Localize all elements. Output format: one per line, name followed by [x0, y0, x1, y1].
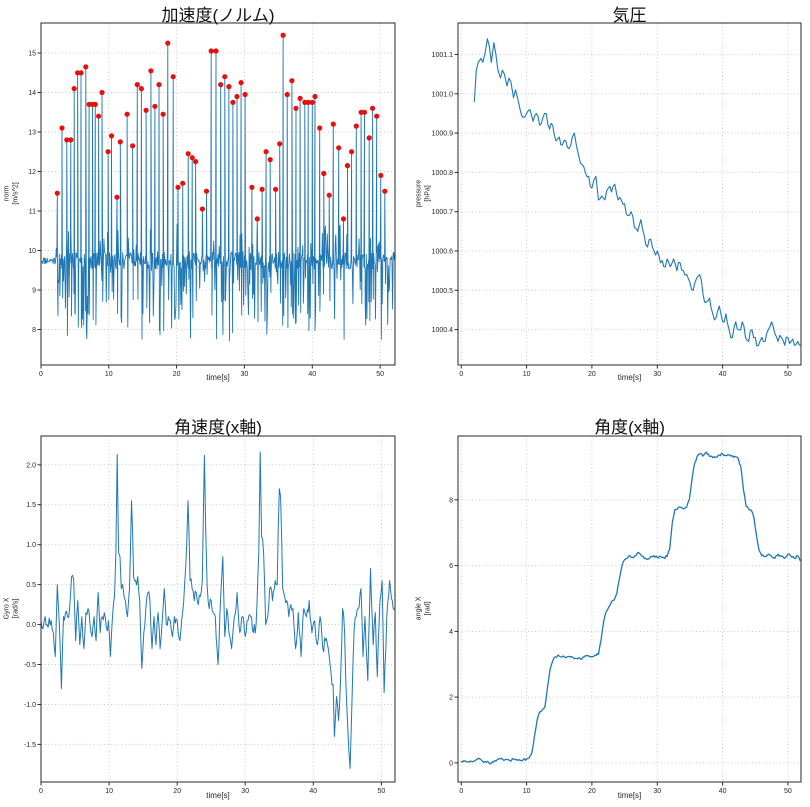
- svg-text:12: 12: [28, 169, 36, 176]
- chart-title-gyro: 角速度(x軸): [174, 418, 262, 437]
- svg-text:10: 10: [523, 788, 531, 795]
- svg-text:0: 0: [39, 788, 43, 795]
- svg-text:1.0: 1.0: [26, 542, 36, 549]
- chart-title-angle: 角度(x軸): [594, 418, 665, 437]
- svg-text:8: 8: [32, 327, 36, 334]
- chart-pressure: 0 10 20 30 40 50 1000.4 1000.5 1000.6 1000.7 1000.…: [405, 0, 810, 404]
- svg-text:30: 30: [653, 788, 661, 795]
- svg-text:10: 10: [28, 248, 36, 255]
- svg-text:1000.8: 1000.8: [432, 170, 454, 177]
- svg-text:15: 15: [28, 51, 36, 58]
- svg-text:1000.7: 1000.7: [432, 209, 454, 216]
- svg-text:8: 8: [449, 497, 453, 504]
- svg-text:10: 10: [523, 371, 531, 378]
- svg-text:30: 30: [241, 371, 249, 378]
- plot-area-accel: 0 10 20 30 40 50 8 9 10 11 12 13 14 15: [28, 22, 396, 378]
- svg-text:9: 9: [32, 288, 36, 295]
- svg-text:50: 50: [784, 371, 792, 378]
- svg-text:-1.5: -1.5: [24, 742, 36, 749]
- svg-text:4: 4: [449, 629, 453, 636]
- svg-text:50: 50: [376, 371, 384, 378]
- svg-text:20: 20: [588, 371, 596, 378]
- svg-text:11: 11: [29, 209, 36, 216]
- svg-text:1000.4: 1000.4: [432, 327, 454, 334]
- svg-text:40: 40: [719, 788, 727, 795]
- svg-text:30: 30: [653, 371, 661, 378]
- svg-text:40: 40: [308, 371, 316, 378]
- x-axis-label-gyro: time[s]: [206, 791, 230, 800]
- svg-text:0: 0: [449, 760, 453, 767]
- svg-text:20: 20: [173, 371, 181, 378]
- svg-text:0: 0: [39, 371, 43, 378]
- chart-title-pressure: 気圧: [612, 6, 647, 25]
- svg-text:0: 0: [459, 371, 463, 378]
- chart-title-accel: 加速度(ノルム): [161, 6, 275, 25]
- svg-text:1001.1: 1001.1: [432, 52, 454, 59]
- svg-text:6: 6: [449, 563, 453, 570]
- svg-text:40: 40: [309, 788, 317, 795]
- plot-area-gyro: 0 10 20 30 40 50 -1.5 -1.0 -0.5 0.0 0.5 1.0 1.5 2.0: [24, 435, 396, 795]
- x-axis-label-accel: time[s]: [206, 373, 230, 382]
- y-axis-label-pressure: pressure [hPa]: [415, 179, 432, 208]
- svg-text:10: 10: [105, 371, 113, 378]
- svg-text:0.0: 0.0: [26, 622, 36, 629]
- y-axis-label-accel: norm [m/s^2]: [3, 182, 20, 205]
- x-axis-label-angle: time[s]: [617, 791, 642, 800]
- svg-text:20: 20: [173, 788, 181, 795]
- svg-text:1000.6: 1000.6: [432, 249, 454, 256]
- svg-text:1000.9: 1000.9: [432, 131, 454, 138]
- chart-angle-x: 0 10 20 30 40 50 0 2 4 6 8 角度(x軸) angle X [rad] ti…: [405, 403, 810, 807]
- svg-text:10: 10: [105, 788, 113, 795]
- plot-area-angle: 0 10 20 30 40 50 0 2 4 6 8: [449, 435, 802, 795]
- svg-text:40: 40: [719, 371, 727, 378]
- svg-text:1.5: 1.5: [26, 502, 36, 509]
- svg-text:30: 30: [241, 788, 249, 795]
- chart-accel-norm: 0 10 20 30 40 50 8 9 10 11 12 13 14 15 加速度(ノルム) norm …: [0, 0, 405, 404]
- svg-text:14: 14: [28, 90, 36, 97]
- svg-text:50: 50: [378, 788, 386, 795]
- y-axis-label-gyro: Gyro X [rad/s]: [3, 597, 20, 620]
- svg-text:0.5: 0.5: [26, 582, 36, 589]
- x-axis-label-pressure: time[s]: [617, 373, 642, 382]
- svg-text:1001.0: 1001.0: [432, 91, 454, 98]
- svg-text:-0.5: -0.5: [24, 662, 36, 669]
- svg-text:13: 13: [28, 130, 36, 137]
- y-axis-label-angle: angle X [rad]: [415, 596, 432, 621]
- svg-text:0: 0: [459, 788, 463, 795]
- svg-text:50: 50: [784, 788, 792, 795]
- plot-area-pressure: 0 10 20 30 40 50 1000.4 1000.5 1000.6 1000.7 1000.…: [432, 22, 802, 378]
- svg-text:2.0: 2.0: [26, 462, 36, 469]
- svg-text:-1.0: -1.0: [24, 702, 36, 709]
- chart-gyro-x: 0 10 20 30 40 50 -1.5 -1.0 -0.5 0.0 0.5 1.0 1.5 2.0 角…: [0, 403, 405, 807]
- svg-text:1000.5: 1000.5: [432, 288, 454, 295]
- svg-text:20: 20: [588, 788, 596, 795]
- svg-text:2: 2: [449, 695, 453, 702]
